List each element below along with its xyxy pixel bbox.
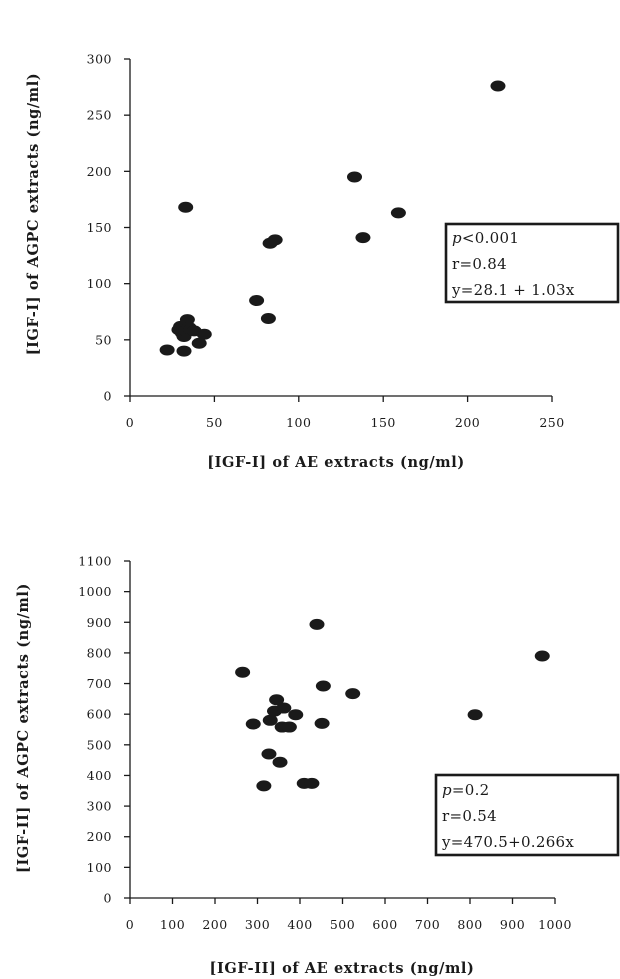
chart2-data-point: [534, 650, 550, 662]
chart1-data-point: [191, 337, 207, 349]
chart2-data-point: [256, 780, 272, 792]
chart2-y-tick-label: 300: [87, 799, 112, 814]
chart2-x-tick-label: 1000: [538, 917, 572, 932]
chart1-y-axis-title: [IGF-I] of AGPC extracts (ng/ml): [25, 73, 42, 356]
chart2-y-tick-label: 400: [87, 768, 112, 783]
chart2-data-point: [304, 777, 320, 789]
chart1-data-point: [260, 312, 276, 324]
chart2-data-point: [261, 748, 277, 760]
chart2-data-point: [314, 717, 330, 729]
chart2-x-tick-label: 500: [330, 917, 355, 932]
chart1-y-tick-label: 0: [104, 389, 112, 404]
chart1-x-tick-label: 200: [455, 415, 480, 430]
chart2-y-tick-label: 200: [87, 829, 112, 844]
chart1-y-tick-label: 150: [87, 220, 112, 235]
chart2-data-point: [281, 721, 297, 733]
chart1-x-tick-marks: [129, 396, 553, 402]
chart2-data-point: [288, 709, 304, 721]
chart2-data-point: [315, 680, 331, 692]
chart2-x-tick-label: 200: [202, 917, 227, 932]
chart2-x-tick-label: 800: [457, 917, 482, 932]
chart2-data-point: [345, 688, 361, 700]
chart1-y-tick-label: 200: [87, 164, 112, 179]
chart2-points: [235, 618, 550, 792]
chart2-data-point: [262, 714, 278, 726]
chart2-y-tick-label: 700: [87, 676, 112, 691]
chart2-p-number: =0.2: [452, 781, 490, 799]
chart1-p-value: p<0.001: [452, 229, 519, 247]
chart1-y-tick-label: 300: [87, 52, 112, 67]
chart1-x-tick-label: 0: [126, 415, 134, 430]
chart2-x-tick-marks: [129, 898, 556, 904]
chart1-x-axis-title: [IGF-I] of AE extracts (ng/ml): [207, 454, 465, 471]
chart2-y-tick-marks: [124, 560, 130, 899]
chart2-x-tick-label: 900: [500, 917, 525, 932]
chart2-y-tick-label: 500: [87, 737, 112, 752]
chart2-data-point: [309, 618, 325, 630]
chart1-data-point: [178, 201, 194, 213]
chart1-data-point: [490, 80, 506, 92]
chart2-stats-box: p=0.2 r=0.54 y=470.5+0.266x: [434, 773, 620, 857]
chart1-data-point: [390, 207, 406, 219]
chart1-points: [159, 80, 506, 357]
chart1-data-point: [355, 232, 371, 244]
chart1-data-point: [267, 234, 283, 246]
chart2-data-point: [235, 666, 251, 678]
chart2-r-value: r=0.54: [442, 807, 497, 825]
chart1-data-point: [176, 345, 192, 357]
chart2-x-tick-label: 100: [160, 917, 185, 932]
chart2-y-axis-title: [IGF-II] of AGPC extracts (ng/ml): [15, 583, 32, 873]
chart1-data-point: [159, 344, 175, 356]
chart2-data-point: [276, 702, 292, 714]
chart2-equation: y=470.5+0.266x: [441, 833, 574, 851]
chart1-y-tick-label: 50: [95, 332, 112, 347]
chart2-y-tick-label: 0: [104, 891, 112, 906]
chart-igf2: 0 100 200 300 400 500 600 700 800 900 1000 1100 0 10…: [15, 554, 620, 977]
chart2-y-tick-label: 1000: [78, 584, 112, 599]
chart2-y-tick-label: 600: [87, 707, 112, 722]
chart2-y-tick-label: 800: [87, 645, 112, 660]
chart2-x-tick-label: 400: [287, 917, 312, 932]
chart1-y-tick-label: 100: [87, 276, 112, 291]
chart1-y-tick-label: 250: [87, 108, 112, 123]
chart2-x-tick-label: 700: [415, 917, 440, 932]
chart1-p-symbol: p: [452, 229, 462, 247]
chart2-y-tick-label: 1100: [78, 554, 112, 569]
chart2-data-point: [269, 694, 285, 706]
chart2-p-symbol: p: [442, 781, 452, 799]
chart2-y-tick-label: 900: [87, 615, 112, 630]
chart2-data-point: [467, 709, 483, 721]
chart-igf1: 0 50 100 150 200 250 300 0 50 100 150 200 250 [IGF-…: [25, 52, 620, 471]
chart2-data-point: [245, 718, 261, 730]
chart2-stats-frame: [434, 773, 620, 857]
chart1-y-tick-marks: [124, 58, 130, 397]
chart2-data-point: [272, 756, 288, 768]
chart1-data-point: [347, 171, 363, 183]
chart1-data-point: [196, 328, 212, 340]
chart1-x-tick-labels: 0 50 100 150 200 250: [126, 415, 564, 430]
chart2-y-tick-labels: 0 100 200 300 400 500 600 700 800 900 1000 1100: [78, 554, 112, 906]
chart2-x-tick-label: 300: [245, 917, 270, 932]
chart1-y-tick-labels: 0 50 100 150 200 250 300: [87, 52, 112, 404]
chart1-stats-box: p<0.001 r=0.84 y=28.1 + 1.03x: [444, 222, 620, 304]
chart2-x-tick-label: 0: [126, 917, 134, 932]
chart2-x-tick-label: 600: [372, 917, 397, 932]
chart2-x-axis-title: [IGF-II] of AE extracts (ng/ml): [210, 960, 475, 977]
chart2-y-tick-label: 100: [87, 860, 112, 875]
chart2-p-value: p=0.2: [442, 781, 490, 799]
chart1-equation: y=28.1 + 1.03x: [451, 281, 575, 299]
chart1-x-tick-label: 50: [206, 415, 223, 430]
chart1-r-value: r=0.84: [452, 255, 507, 273]
chart1-x-tick-label: 100: [286, 415, 311, 430]
chart1-x-tick-label: 150: [371, 415, 396, 430]
chart1-data-point: [249, 295, 265, 307]
chart2-x-tick-labels: 0 100 200 300 400 500 600 700 800 900 1000: [126, 917, 572, 932]
chart1-p-number: <0.001: [462, 229, 519, 247]
chart1-stats-frame: [444, 222, 620, 304]
chart1-x-tick-label: 250: [539, 415, 564, 430]
